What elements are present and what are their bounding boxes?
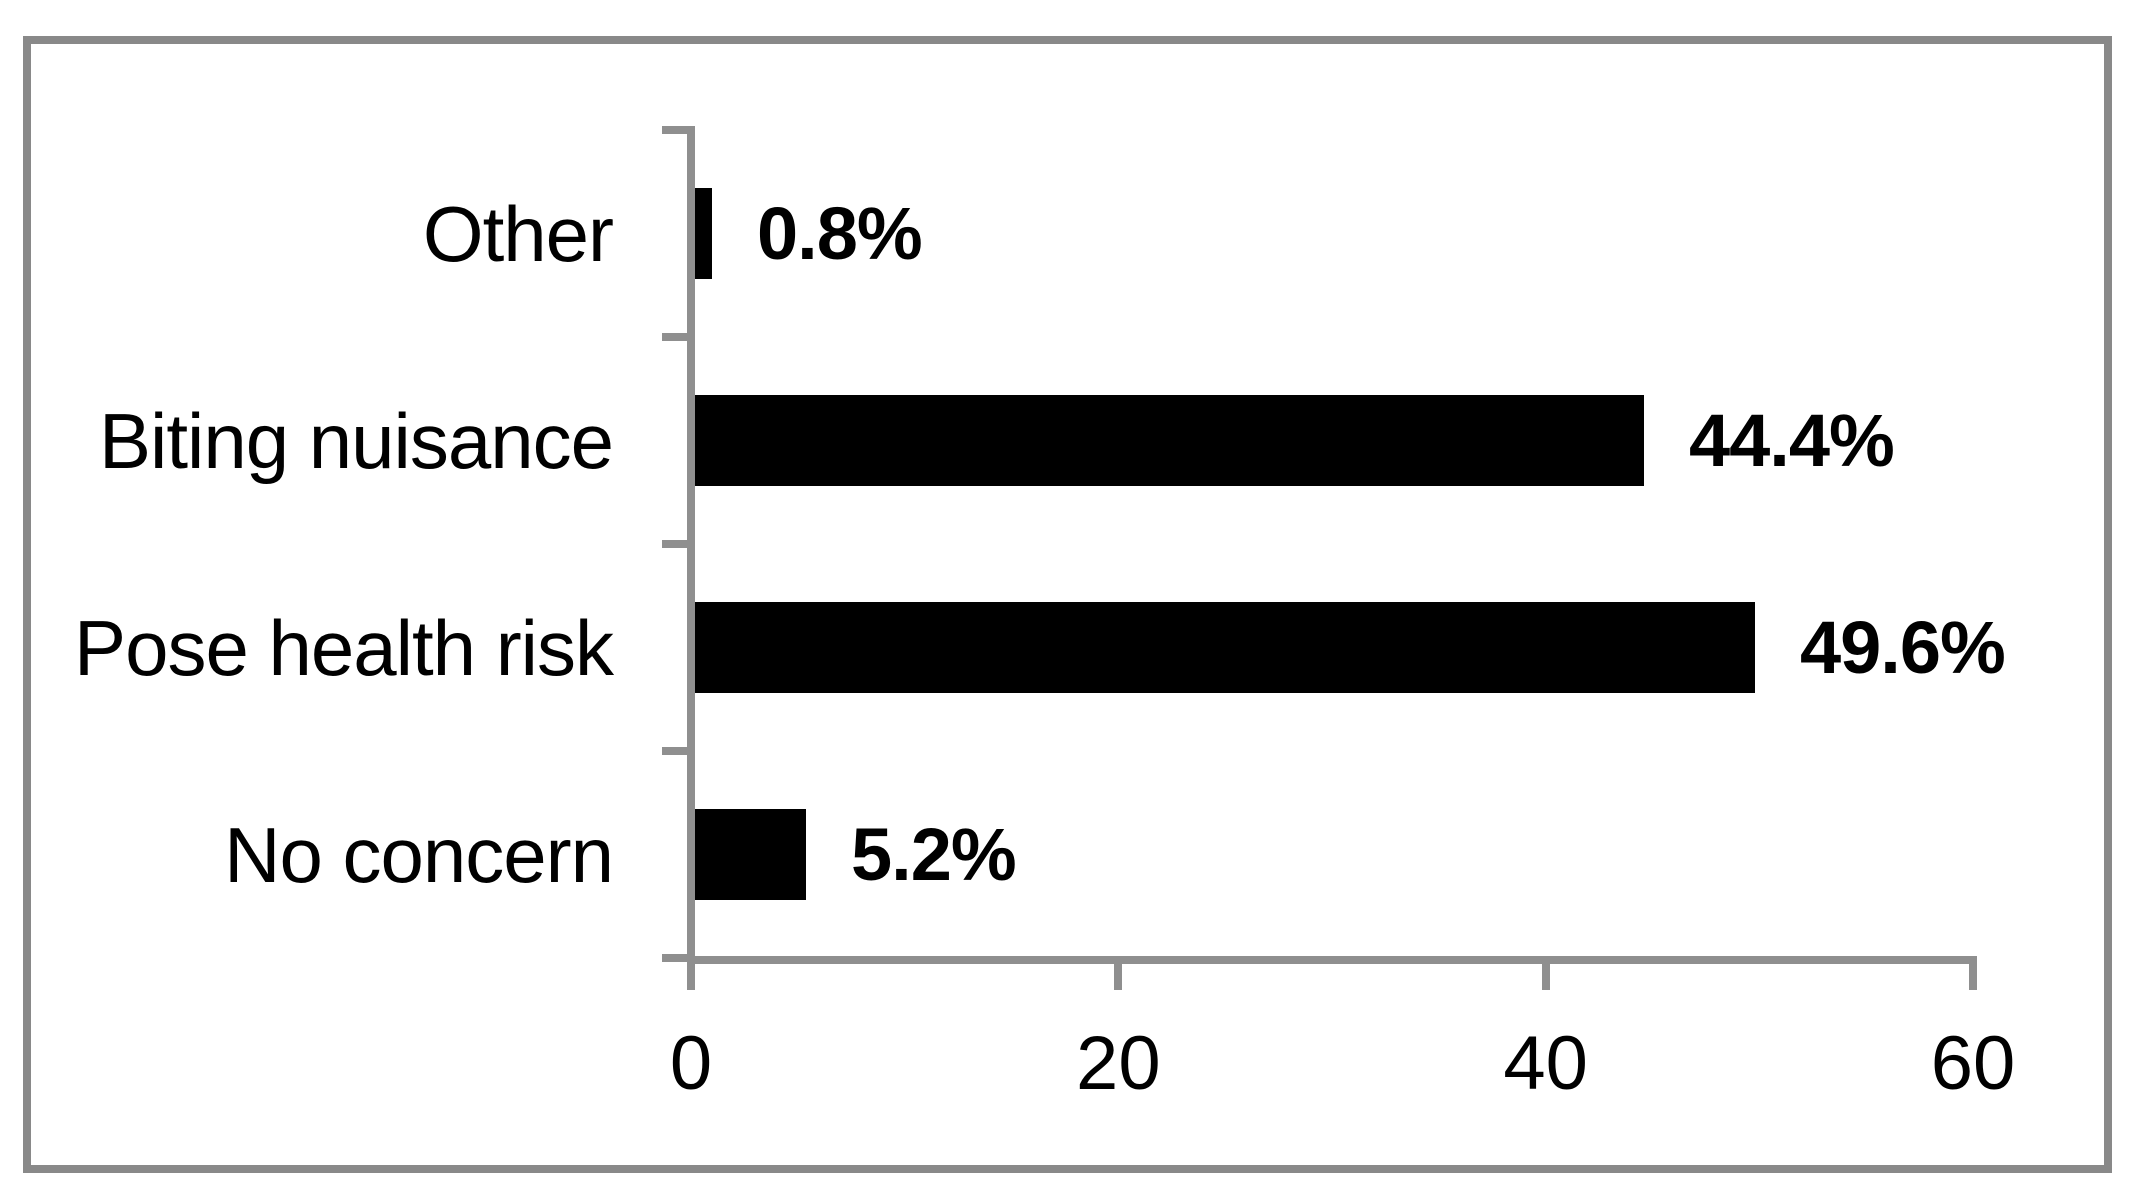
data-label: 44.4%: [1689, 399, 1895, 482]
category-axis-tick: [662, 126, 687, 134]
bar-biting-nuisance: [695, 395, 1644, 486]
data-label: 49.6%: [1800, 606, 2006, 689]
value-axis-tick: [1114, 964, 1123, 990]
category-axis-line: [687, 126, 695, 964]
x-tick-label: 0: [669, 1021, 713, 1106]
x-tick-label: 20: [1076, 1021, 1161, 1106]
category-axis-tick: [662, 540, 687, 548]
value-axis-tick: [687, 964, 695, 990]
category-label: No concern: [224, 811, 614, 899]
x-tick-label: 40: [1503, 1021, 1588, 1106]
category-axis-tick: [662, 747, 687, 755]
category-axis-tick: [662, 954, 687, 962]
bar-no-concern: [695, 809, 806, 900]
category-label: Other: [422, 190, 614, 278]
data-label: 5.2%: [851, 813, 1017, 896]
value-axis-tick: [1541, 964, 1550, 990]
bar-pose-health-risk: [695, 602, 1755, 693]
data-label: 0.8%: [757, 192, 923, 275]
value-axis-line: [687, 956, 1978, 964]
category-label: Biting nuisance: [98, 397, 614, 485]
x-tick-label: 60: [1930, 1021, 2016, 1106]
bar-other: [695, 188, 712, 279]
category-label: Pose health risk: [74, 604, 614, 692]
value-axis-tick: [1969, 964, 1978, 990]
category-axis-tick: [662, 333, 687, 341]
